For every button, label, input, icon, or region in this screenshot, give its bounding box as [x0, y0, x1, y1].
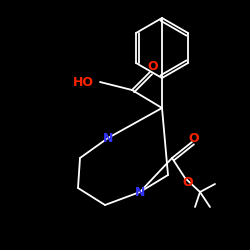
Text: O: O	[189, 132, 199, 144]
Text: O: O	[148, 60, 158, 74]
Text: O: O	[183, 176, 193, 190]
Text: HO: HO	[73, 76, 94, 88]
Text: N: N	[103, 132, 113, 144]
Text: N: N	[135, 186, 145, 198]
